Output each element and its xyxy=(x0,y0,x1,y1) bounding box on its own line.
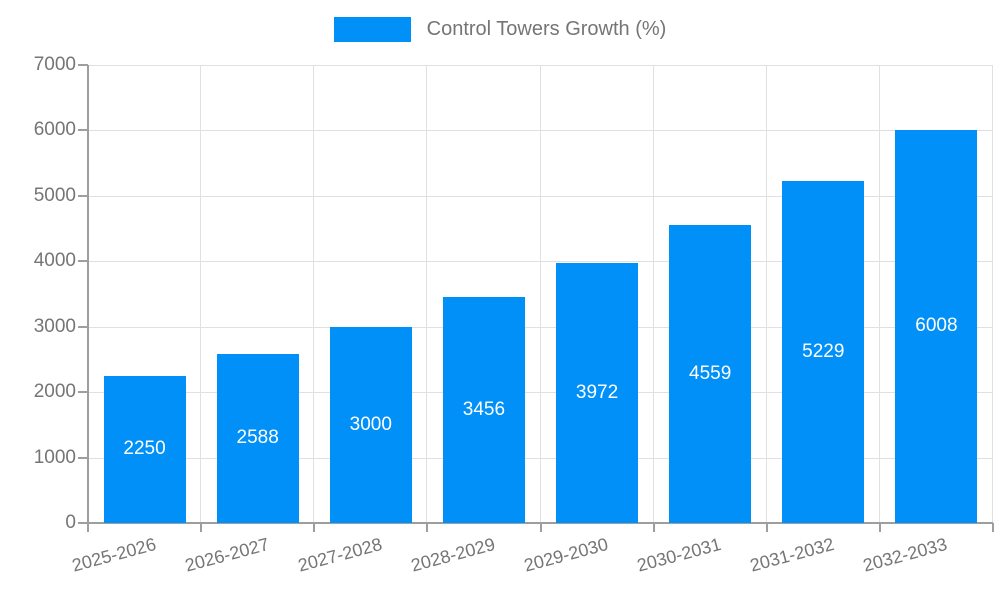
y-gridline xyxy=(88,65,993,66)
y-axis-tick-label: 6000 xyxy=(33,119,76,141)
y-gridline xyxy=(88,392,993,394)
y-axis-tick xyxy=(78,456,88,459)
y-axis-tick xyxy=(78,194,88,197)
y-axis-tick-label: 1000 xyxy=(33,446,76,468)
x-axis-tick xyxy=(426,523,429,532)
y-axis-line xyxy=(87,65,89,531)
x-gridline xyxy=(992,65,993,523)
x-axis-tick xyxy=(539,523,542,532)
x-gridline xyxy=(765,65,767,523)
bar-value-label: 3456 xyxy=(462,398,506,420)
y-gridline xyxy=(88,195,993,197)
bar-value-label: 3000 xyxy=(349,413,392,435)
y-gridline xyxy=(88,130,993,132)
y-axis-tick xyxy=(78,260,88,263)
bar-value-label: 6008 xyxy=(915,315,958,337)
x-gridline xyxy=(878,65,880,523)
x-gridline xyxy=(539,65,541,523)
bar-value-label: 2250 xyxy=(123,438,166,460)
plot-area: 2250 2588 3000 3456 3972 4559 5229 6008 xyxy=(78,64,994,532)
bar[interactable]: 2588 xyxy=(216,353,299,523)
bar-value-label: 4559 xyxy=(689,362,732,384)
bar[interactable]: 3000 xyxy=(329,326,412,523)
x-gridline xyxy=(313,65,315,523)
bar[interactable]: 3456 xyxy=(442,296,525,523)
y-gridline xyxy=(88,457,993,459)
bar[interactable]: 4559 xyxy=(669,224,752,523)
bar[interactable]: 3972 xyxy=(556,263,639,523)
y-axis-tick-label: 0 xyxy=(65,512,76,533)
y-axis-tick xyxy=(78,64,88,66)
legend-label: Control Towers Growth (%) xyxy=(426,18,667,40)
y-axis-tick-label: 3000 xyxy=(33,315,76,337)
x-axis-tick xyxy=(765,523,768,532)
y-axis-tick xyxy=(78,522,88,524)
x-gridline xyxy=(652,65,654,523)
y-axis-tick-label: 7000 xyxy=(33,54,76,75)
legend-swatch-icon xyxy=(333,17,411,42)
bar[interactable]: 5229 xyxy=(782,180,865,523)
x-axis-tick xyxy=(878,523,881,532)
chart-legend[interactable]: Control Towers Growth (%) xyxy=(0,17,1000,42)
bar-value-label: 2588 xyxy=(236,427,279,449)
x-axis-line xyxy=(88,522,993,524)
y-axis-tick xyxy=(78,129,88,132)
x-axis-tick xyxy=(992,523,994,532)
y-axis-tick xyxy=(78,325,88,328)
y-axis-tick xyxy=(78,391,88,394)
bar[interactable]: 6008 xyxy=(895,129,978,523)
y-gridline xyxy=(88,326,993,328)
x-axis-tick xyxy=(313,523,316,532)
y-axis-tick-label: 4000 xyxy=(33,250,76,272)
x-axis-tick xyxy=(200,523,203,532)
x-axis-tick xyxy=(652,523,655,532)
y-axis-tick-label: 2000 xyxy=(33,381,76,403)
y-axis-tick-label: 5000 xyxy=(33,184,76,206)
y-gridline xyxy=(88,261,993,263)
bar[interactable]: 2250 xyxy=(103,375,186,523)
bar-value-label: 3972 xyxy=(575,382,619,404)
bar-value-label: 5229 xyxy=(802,340,845,362)
x-gridline xyxy=(200,65,202,523)
x-gridline xyxy=(426,65,428,523)
